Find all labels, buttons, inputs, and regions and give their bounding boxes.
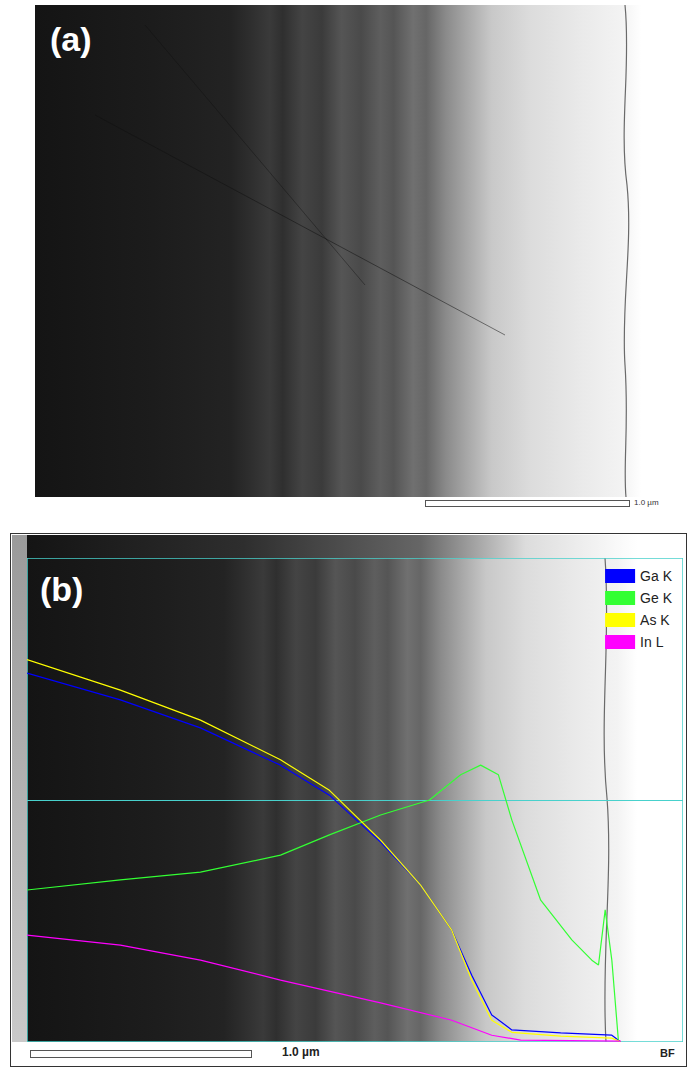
html-text:1.0 µm: 1.0 µm [282, 1045, 320, 1059]
html-text:(b): (b) [40, 570, 84, 608]
html-text:1.0 µm: 1.0 µm [634, 498, 659, 507]
html-text:BF: BF [660, 1047, 675, 1059]
html-text:(a): (a) [50, 20, 92, 58]
svg-text:Ga K: Ga K [640, 568, 673, 584]
svg-text:In L: In L [640, 634, 664, 650]
svg-text:As K: As K [640, 612, 670, 628]
svg-text:Ge K: Ge K [640, 590, 673, 606]
